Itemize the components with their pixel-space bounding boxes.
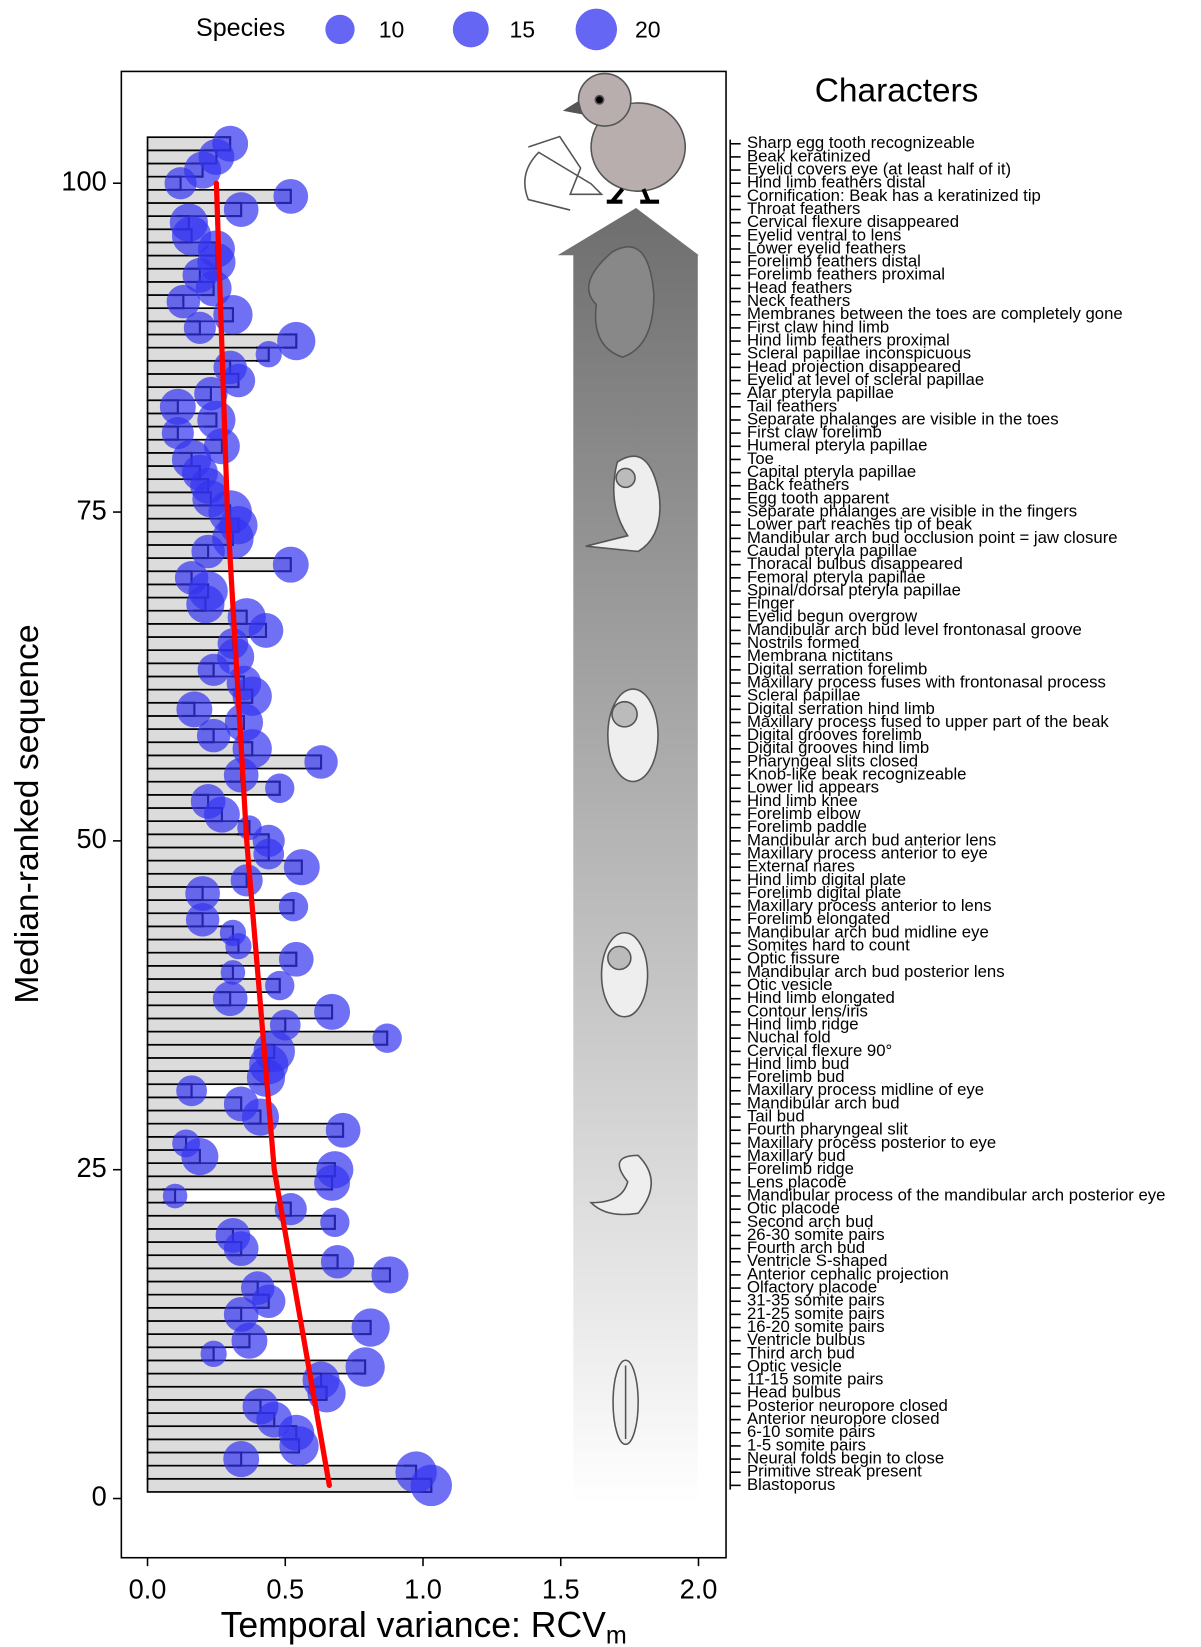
species-bubble xyxy=(212,126,248,162)
species-bubble xyxy=(170,204,208,242)
bar xyxy=(148,1387,327,1400)
species-bubble xyxy=(243,1388,279,1424)
species-bubble xyxy=(284,849,320,885)
bar xyxy=(148,953,297,966)
species-bubble xyxy=(326,1113,361,1148)
species-bubble xyxy=(395,1451,436,1493)
species-bubble xyxy=(373,1023,402,1052)
species-bubble xyxy=(213,981,248,1016)
x-axis-label-text: Temporal variance: RCV xyxy=(221,1605,607,1645)
embryo-eye xyxy=(608,946,631,969)
bar xyxy=(148,966,233,979)
species-bubble xyxy=(201,1341,227,1367)
species-bubble xyxy=(223,1441,259,1477)
bar xyxy=(148,900,294,913)
bar xyxy=(148,348,269,361)
chick-head xyxy=(579,74,631,127)
species-bubble xyxy=(371,1256,408,1293)
species-bubble xyxy=(160,389,196,425)
species-bubble xyxy=(270,1010,301,1041)
embryo xyxy=(608,689,658,781)
species-bubble xyxy=(273,547,309,583)
legend-bubble xyxy=(453,11,489,47)
species-bubble xyxy=(213,351,246,385)
species-bubble xyxy=(176,691,212,727)
embryo xyxy=(602,933,648,1017)
bar xyxy=(148,1466,417,1479)
development-arrow xyxy=(558,208,699,1504)
x-tick-label: 0.0 xyxy=(129,1573,167,1604)
species-bubble xyxy=(265,774,294,803)
y-tick-label: 75 xyxy=(76,494,106,525)
bar xyxy=(148,1479,432,1492)
species-bubble xyxy=(221,960,246,985)
legend-bubble xyxy=(325,15,354,44)
legend-label: 15 xyxy=(509,17,535,43)
legend-label: 10 xyxy=(379,17,405,43)
species-bubble xyxy=(304,745,337,779)
categories-title: Characters xyxy=(815,72,979,109)
chart: Species Characters Median-ranked sequenc… xyxy=(0,0,1201,1647)
x-axis-label-subscript: m xyxy=(606,1621,627,1647)
species-bubble xyxy=(176,1075,207,1106)
y-tick-label: 100 xyxy=(61,165,106,196)
category-label: Sharp egg tooth recognizeable xyxy=(747,133,975,152)
species-bubble xyxy=(321,1245,354,1279)
x-tick-label: 1.5 xyxy=(542,1573,580,1604)
species-bubble xyxy=(279,892,308,921)
species-bubble xyxy=(241,1271,274,1305)
species-bubble xyxy=(216,1218,251,1253)
y-axis-label: Median-ranked sequence xyxy=(9,624,46,1003)
legend-label: 20 xyxy=(635,17,661,43)
species-bubble xyxy=(191,784,226,819)
species-bubble xyxy=(163,1184,188,1209)
y-tick-label: 25 xyxy=(76,1152,106,1183)
bar xyxy=(148,1439,300,1452)
species-bubble xyxy=(273,179,308,214)
chick-eye xyxy=(595,96,603,104)
species-bubble xyxy=(314,994,350,1030)
x-tick-label: 0.5 xyxy=(266,1573,304,1604)
species-bubble xyxy=(185,876,220,911)
species-bubble xyxy=(220,920,246,946)
species-bubble xyxy=(172,1129,200,1157)
x-tick-label: 2.0 xyxy=(680,1573,718,1604)
legend-title: Species xyxy=(196,14,285,42)
legend-bubble xyxy=(576,9,617,51)
species-bubble xyxy=(237,815,262,840)
species-bubble xyxy=(320,1208,349,1237)
x-tick-label: 1.0 xyxy=(404,1573,442,1604)
species-bubble xyxy=(279,942,314,977)
y-tick-label: 50 xyxy=(76,823,106,854)
species-bubble xyxy=(277,322,315,360)
page: {"chart_data": { "type": "bar", "orienta… xyxy=(0,0,1201,1647)
embryo-eye xyxy=(616,468,635,487)
species-bubble xyxy=(352,1308,390,1346)
species-bubble xyxy=(224,192,259,227)
species-bubble xyxy=(316,1151,353,1188)
x-axis-label: Temporal variance: RCVm xyxy=(221,1605,627,1647)
embryo-eye xyxy=(612,702,637,727)
bar xyxy=(148,1163,335,1176)
species-bubble xyxy=(345,1347,384,1386)
bar xyxy=(148,1374,322,1387)
y-tick-label: 0 xyxy=(92,1481,107,1512)
